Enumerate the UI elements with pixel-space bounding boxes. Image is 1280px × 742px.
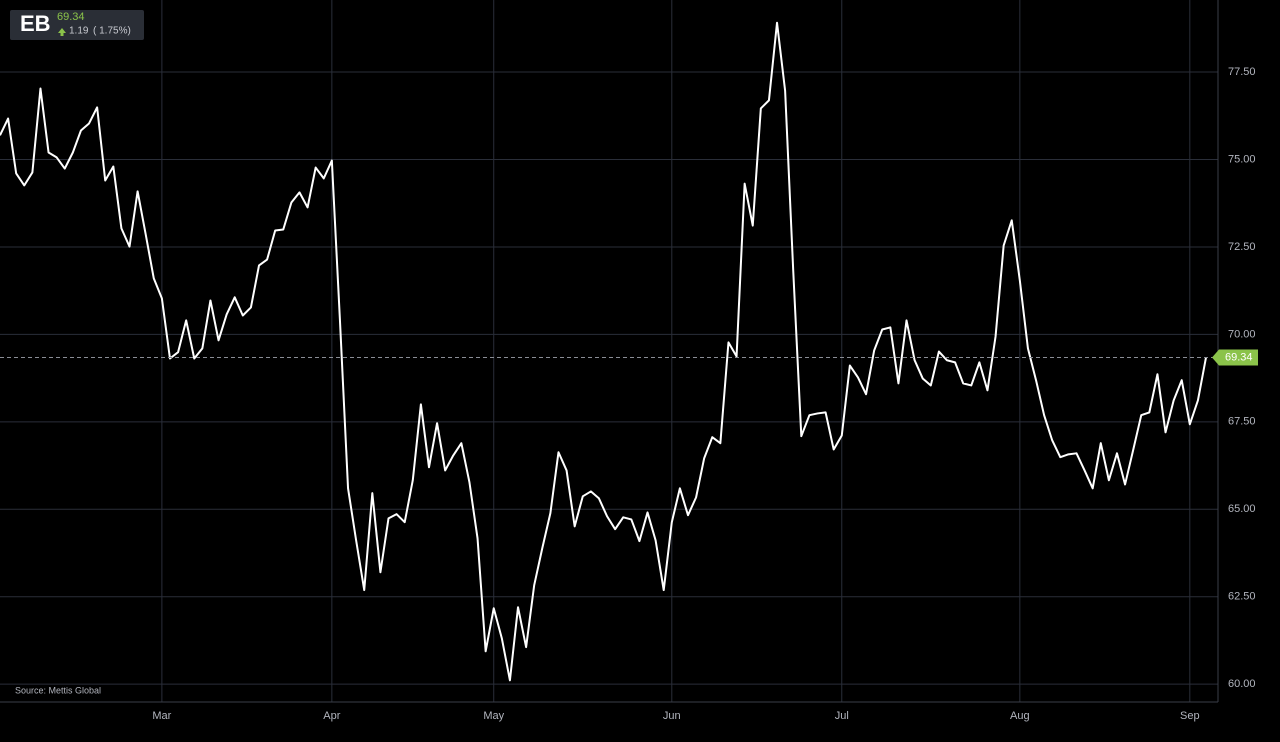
price-tag <box>1212 349 1258 366</box>
x-tick-label: Aug <box>1010 710 1030 722</box>
source: Source: Mettis Global <box>15 685 101 695</box>
marks <box>0 21 1218 682</box>
change: 1.19 <box>69 26 89 37</box>
x-tick-label: Jun <box>663 710 681 722</box>
y-tick-label: 60.00 <box>1228 678 1256 690</box>
symbol: EB <box>20 11 51 36</box>
x-tick-label: Apr <box>323 710 340 722</box>
price: 69.34 <box>57 11 85 23</box>
y-tick-label: 65.00 <box>1228 503 1256 515</box>
x-tick-label: Sep <box>1180 710 1200 722</box>
header-box <box>10 10 144 40</box>
x-tick-label: Mar <box>152 710 171 722</box>
grid <box>0 0 1218 702</box>
price-line <box>0 21 1207 682</box>
price-tag-label: 69.34 <box>1225 351 1253 363</box>
x-tick-label: Jul <box>835 710 849 722</box>
y-tick-label: 77.50 <box>1228 66 1256 78</box>
y-tick-label: 62.50 <box>1228 591 1256 603</box>
change-pct: ( 1.75%) <box>93 26 131 37</box>
up-arrow <box>58 28 66 36</box>
y-tick-label: 67.50 <box>1228 416 1256 428</box>
x-tick-label: May <box>483 710 504 722</box>
y-tick-label: 75.00 <box>1228 153 1256 165</box>
y-tick-label: 72.50 <box>1228 241 1256 253</box>
y-tick-label: 70.00 <box>1228 328 1256 340</box>
